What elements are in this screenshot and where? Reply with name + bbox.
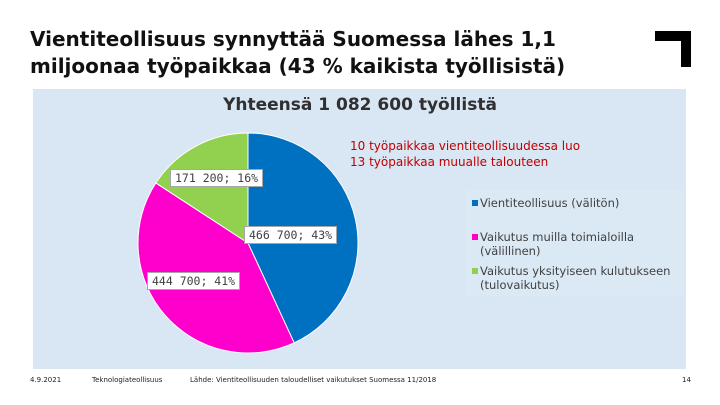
slide-title-line-1: Vientiteollisuus synnyttää Suomessa lähe… (30, 27, 556, 51)
legend-label-muut-toimialat-line-1: Vaikutus muilla toimialoilla (480, 230, 635, 244)
legend-label-muut-toimialat-line-2: (välillinen) (480, 244, 541, 258)
data-label-muut-toimialat: 444 700; 41% (147, 272, 241, 290)
footer-page-number: 14 (682, 376, 691, 384)
annotation-line-1: 10 työpaikkaa vientiteollisuudessa luo (350, 139, 581, 153)
pie-slice-muut-toimialat (137, 182, 295, 354)
pie-slice-kulutus (155, 132, 249, 244)
legend-label-kulutus-line-1: Vaikutus yksityiseen kulutukseen (480, 264, 671, 278)
legend-item-kulutus: Vaikutus yksityiseen kulutukseen (tulova… (472, 264, 682, 292)
legend-item-vientiteollisuus: Vientiteollisuus (välitön) (472, 196, 682, 210)
legend-item-muut-toimialat: Vaikutus muilla toimialoilla (välillinen… (472, 230, 682, 258)
legend-swatch-kulutus (472, 268, 478, 274)
legend-swatch-muut-toimialat (472, 234, 478, 240)
slide-title: Vientiteollisuus synnyttää Suomessa lähe… (30, 26, 630, 80)
chart-title: Yhteensä 1 082 600 työllistä (223, 95, 497, 115)
annotation-line-2: 13 työpaikkaa muualle talouteen (350, 155, 549, 169)
slide-title-line-2: miljoonaa työpaikkaa (43 % kaikista työl… (30, 54, 566, 78)
data-label-vientiteollisuus: 466 700; 43% (244, 226, 338, 244)
legend-swatch-vientiteollisuus (472, 200, 478, 206)
legend-label-kulutus-line-2: (tulovaikutus) (480, 278, 560, 292)
chart-legend: Vientiteollisuus (välitön) Vaikutus muil… (466, 190, 684, 296)
chart-annotation: 10 työpaikkaa vientiteollisuudessa luo 1… (350, 138, 650, 170)
corner-bracket-logo-icon (655, 31, 691, 67)
footer-source: Lähde: Vientiteollisuuden taloudelliset … (190, 376, 437, 384)
legend-label-vientiteollisuus: Vientiteollisuus (välitön) (480, 196, 620, 210)
data-label-kulutus: 171 200; 16% (170, 169, 264, 187)
footer-organization: Teknologiateollisuus (92, 376, 163, 384)
footer-date: 4.9.2021 (30, 376, 62, 384)
